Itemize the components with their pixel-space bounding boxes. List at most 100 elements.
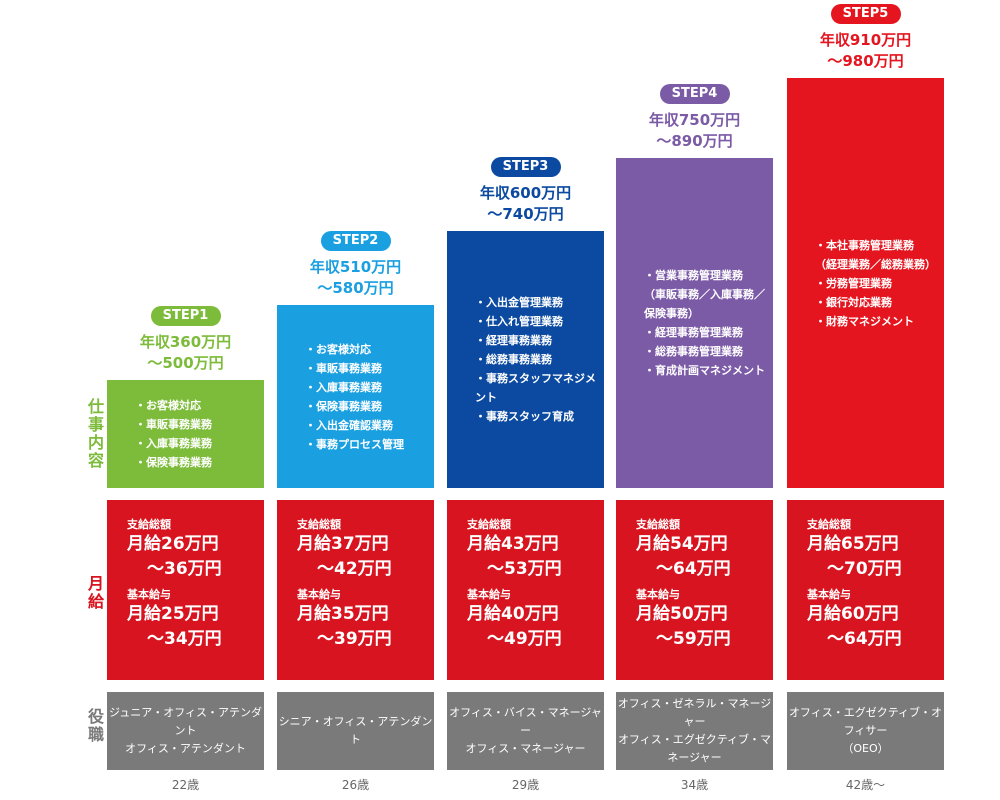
salary-value: ～49万円 [487,629,562,649]
duty-item: ・総務事務業務 [475,353,552,366]
salary-label: 基本給与 [467,588,511,601]
duty-block: ・本社事務管理業務 （経理業務／総務業務） ・労務管理業務 ・銀行対応業務・財務マネジ… [787,78,944,488]
duty-item: ・車販事務業務 [135,418,212,431]
salary-value: ～64万円 [827,629,902,649]
duty-item: ・入庫事務業務 [305,380,382,394]
salary-value: 月給43万円 [467,534,559,554]
duty-item: ・事務プロセス管理 [305,437,404,451]
salary-value: 月給40万円 [467,604,559,624]
salary-box: 支給総額 月給26万円 ～36万円 基本給与 月給25万円 ～34万円 [107,500,264,680]
salary-label: 基本給与 [807,588,851,601]
duty-item: ・銀行対応業務 [815,295,892,309]
position-title: ジュニア・オフィス・アテンダント [108,706,262,737]
row-label: 仕事内容 [85,398,104,470]
annual-income: ～500万円 [147,354,224,372]
salary-box: 支給総額月給43万円 ～53万円基本給与月給40万円 ～49万円 [447,500,604,680]
salary-label: 支給総額 [127,518,171,531]
age-label: 29歳 [511,778,540,792]
position-box: オフィス・ゼネラル・マネージャー オフィス・エグゼクティブ・マネージャー [616,692,773,770]
duty-item: ・労務管理業務 [815,276,892,290]
annual-income: 年収360万円 [139,333,232,351]
step-badge: STEP1 [150,306,221,326]
duty-item: ・お客様対応 [305,342,371,356]
step-badge: STEP4 [659,84,730,104]
age-label: 26歳 [341,778,370,792]
salary-label: 支給総額 [807,518,851,531]
salary-label: 基本給与 [297,588,341,601]
salary-value: 月給60万円 [807,604,899,624]
annual-income: ～980万円 [827,52,904,70]
salary-value: ～39万円 [317,629,392,649]
duty-item: ・本社事務管理業務 [815,238,914,252]
annual-income: 年収510万円 [309,258,402,276]
salary-label: 基本給与 [636,588,680,601]
age-label: 22歳 [171,778,200,792]
salary-label: 基本給与 [127,588,171,601]
salary-value: ～36万円 [147,559,222,579]
salary-value: ～64万円 [656,559,731,579]
duty-item: ・保険事務業務 [135,456,212,469]
step-badge: STEP3 [490,157,561,177]
annual-income: 年収600万円 [479,184,572,202]
salary-box: 支給総額月給37万円 ～42万円基本給与月給35万円 ～39万円 [277,500,434,680]
annual-income: ～740万円 [487,205,564,223]
position-title: オフィス・ゼネラル・マネージャー [617,697,772,728]
duty-item: （車販事務／入庫事務／保険事務） [644,288,765,320]
duty-block: ・営業事務管理業務 （車販事務／入庫事務／保険事務） ・経理事務管理業務 ・総務事務管… [616,158,773,488]
duty-item: ・総務事務管理業務 [644,345,743,358]
duty-item: （経理業務／総務業務） [815,257,936,271]
step-badge: STEP2 [320,231,391,251]
duty-item: ・事務スタッフマネジメント [475,372,596,404]
annual-income: ～580万円 [317,279,394,297]
salary-value: 月給50万円 [636,604,728,624]
position-box: シニア・オフィス・アテンダント [277,692,434,770]
salary-value: ～53万円 [487,559,562,579]
position-title: （OEO） [842,742,889,755]
salary-label: 支給総額 [467,518,511,531]
duty-item: ・入出金管理業務 [475,296,563,309]
salary-value: 月給65万円 [807,534,899,554]
position-title: シニア・オフィス・アテンダント [278,715,433,746]
salary-label: 支給総額 [636,518,680,531]
age-label: 34歳 [680,778,709,792]
step-badge: STEP5 [830,4,901,24]
salary-value: 月給35万円 [297,604,389,624]
duty-item: ・経理事務管理業務 [644,326,743,339]
duty-item: ・保険事務業務 [305,399,382,413]
duty-item: ・入庫事務業務 [135,437,212,450]
salary-value: 月給54万円 [636,534,728,554]
row-label: 月給 [85,575,104,611]
salary-value: 月給37万円 [297,534,389,554]
annual-income: 年収910万円 [819,31,912,49]
duty-item: ・入出金確認業務 [305,418,393,432]
position-box: ジュニア・オフィス・アテンダントオフィス・アテンダント [107,692,264,770]
duty-item: ・財務マネジメント [815,314,914,328]
duty-item: ・営業事務管理業務 [644,269,743,282]
salary-value: 月給25万円 [127,604,219,624]
position-box: オフィス・エグゼクティブ・オフィサー （OEO） [787,692,944,770]
salary-box: 支給総額 月給65万円 ～70万円 基本給与 月給60万円 ～64万円 [787,500,944,680]
duty-item: ・事務スタッフ育成 [475,410,574,423]
salary-label: 支給総額 [297,518,341,531]
duty-block: ・お客様対応 ・車販事務業務 ・入庫事務業務 ・保険事務業務 [107,380,264,488]
duty-block: ・お客様対応 ・車販事務業務 ・入庫事務業務 ・保険事務業務 ・入出金確認業務 ・事務プロ… [277,305,434,488]
age-label: 42歳～ [845,778,886,792]
annual-income: 年収750万円 [648,111,741,129]
duty-item: ・お客様対応 [135,399,201,412]
salary-value: ～59万円 [656,629,731,649]
duty-item: ・仕入れ管理業務 [475,315,563,328]
position-title: オフィス・マネージャー [465,742,586,755]
position-box: オフィス・バイス・マネージャーオフィス・マネージャー [447,692,604,770]
position-title: オフィス・エグゼクティブ・オフィサー [788,706,943,737]
salary-box: 支給総額月給54万円 ～64万円基本給与月給50万円 ～59万円 [616,500,773,680]
position-title: オフィス・バイス・マネージャー [449,706,602,737]
duty-block: ・入出金管理業務 ・仕入れ管理業務 ・経理事務業務 ・総務事務業務 ・事務スタッフマネジ… [447,231,604,488]
annual-income: ～890万円 [656,132,733,150]
salary-value: 月給26万円 [127,534,219,554]
duty-item: ・育成計画マネジメント [644,364,765,377]
position-title: オフィス・アテンダント [125,742,246,755]
salary-value: ～42万円 [317,559,392,579]
duty-item: ・車販事務業務 [305,361,382,375]
row-label: 役職 [85,708,104,744]
